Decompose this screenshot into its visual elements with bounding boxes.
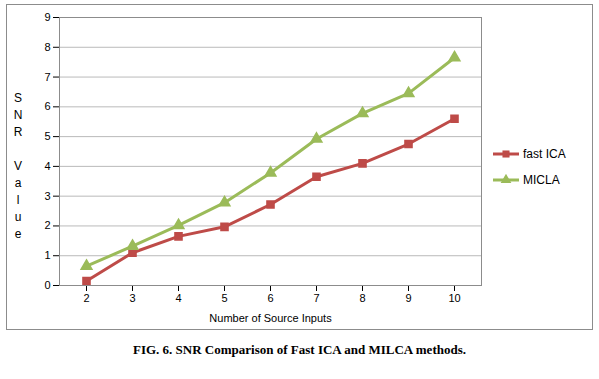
svg-text:2: 2 xyxy=(83,292,89,304)
svg-text:4: 4 xyxy=(175,292,181,304)
svg-text:3: 3 xyxy=(129,292,135,304)
svg-text:4: 4 xyxy=(44,160,50,172)
svg-text:10: 10 xyxy=(448,292,460,304)
html-text:fast ICA: fast ICA xyxy=(523,147,566,161)
svg-text:9: 9 xyxy=(44,11,50,23)
svg-text:0: 0 xyxy=(44,279,50,291)
svg-text:6: 6 xyxy=(44,100,50,112)
svg-text:8: 8 xyxy=(359,292,365,304)
svg-text:5: 5 xyxy=(221,292,227,304)
svg-text:2: 2 xyxy=(44,219,50,231)
svg-text:5: 5 xyxy=(44,130,50,142)
html-text:FIG. 6. SNR Comparison of Fast: FIG. 6. SNR Comparison of Fast ICA and M… xyxy=(133,342,466,357)
html-text:SNR Value: SNR Value xyxy=(11,90,25,244)
html-text:MICLA: MICLA xyxy=(523,173,560,187)
svg-text:1: 1 xyxy=(44,249,50,261)
svg-text:8: 8 xyxy=(44,41,50,53)
svg-text:Number of Source Inputs: Number of Source Inputs xyxy=(209,312,332,324)
svg-text:3: 3 xyxy=(44,190,50,202)
svg-text:6: 6 xyxy=(267,292,273,304)
svg-text:9: 9 xyxy=(405,292,411,304)
svg-text:7: 7 xyxy=(313,292,319,304)
svg-text:7: 7 xyxy=(44,71,50,83)
